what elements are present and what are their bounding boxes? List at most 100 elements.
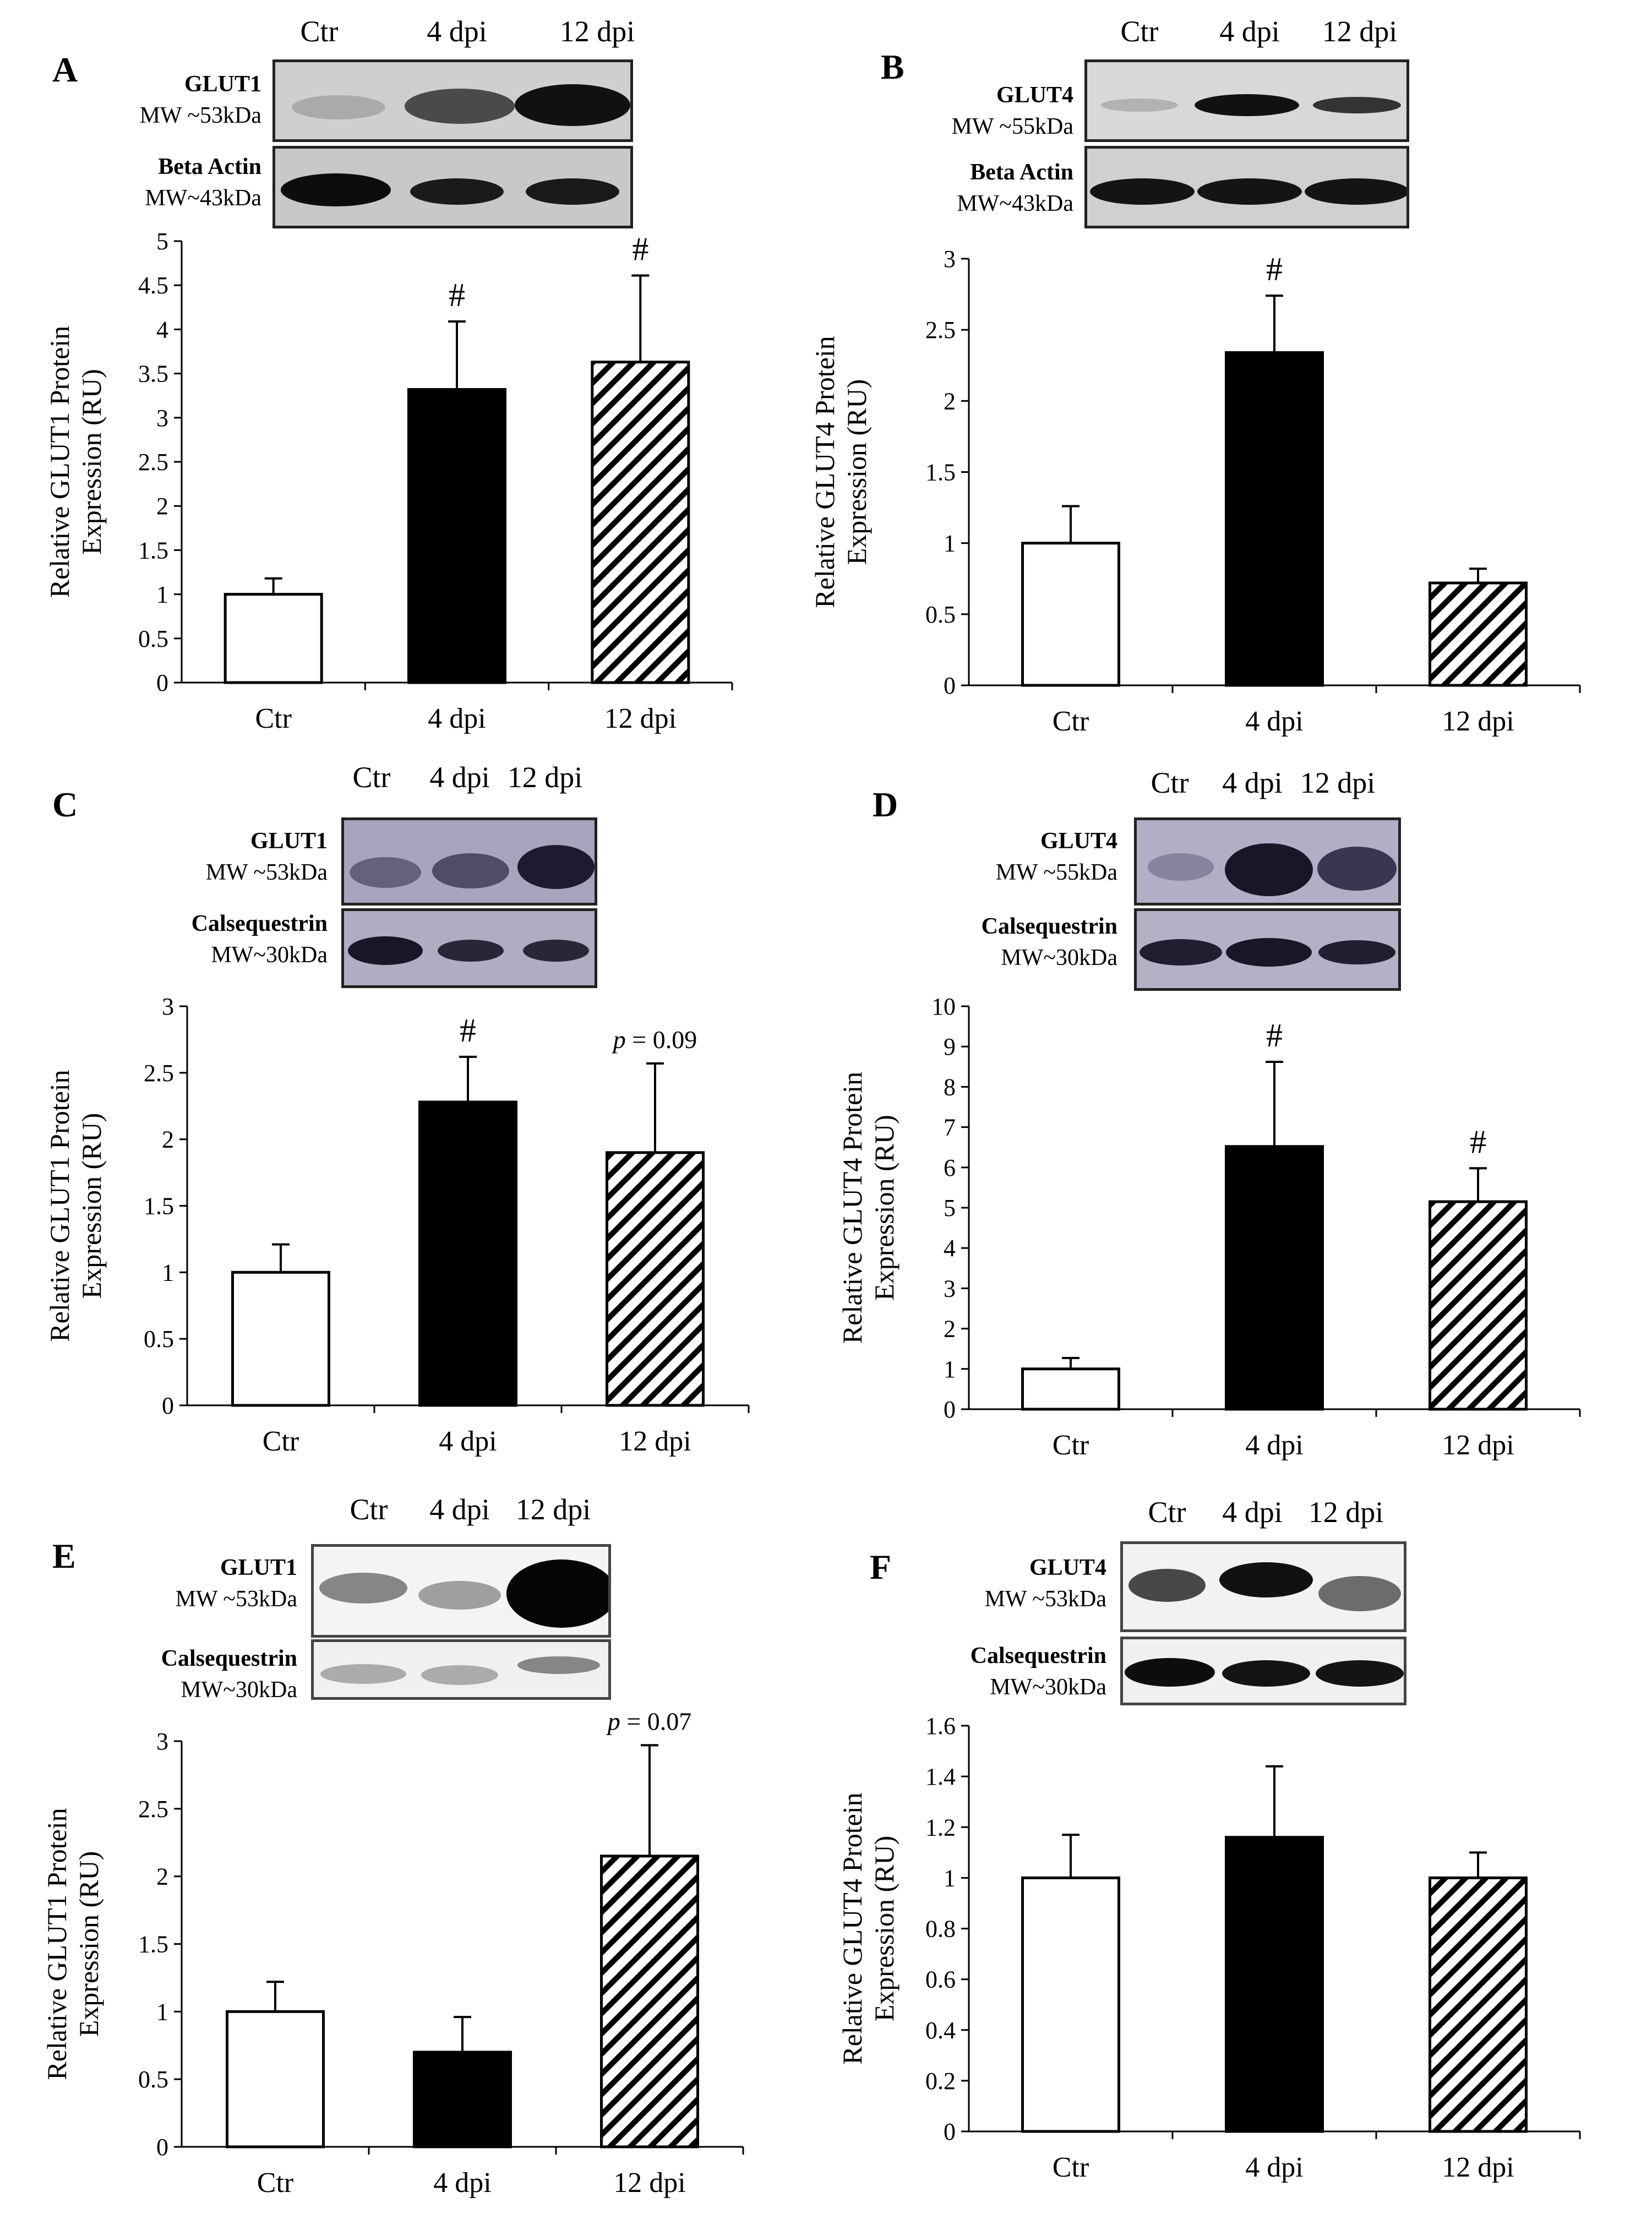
y-tick-label: 0	[944, 1396, 956, 1423]
protein-name: GLUT4	[1040, 828, 1117, 854]
y-tick-label: 0.8	[925, 1916, 956, 1943]
y-tick-label: 1	[944, 530, 956, 557]
y-axis-label: Relative GLUT1 Protein	[41, 1808, 72, 2080]
y-tick-label: 0.2	[925, 2068, 956, 2095]
y-tick-label: 4	[156, 316, 168, 343]
y-tick-label: 1	[944, 1864, 956, 1891]
y-tick-label: 2.5	[925, 317, 956, 343]
y-tick-label: 10	[931, 993, 956, 1020]
y-tick-label: 1	[944, 1356, 956, 1383]
y-tick-label: 1.5	[138, 1931, 168, 1958]
bar	[1429, 1876, 1528, 2133]
y-tick-label: 4	[944, 1235, 956, 1262]
blot-row-label: Calsequestrin MW~30kDa	[66, 1643, 297, 1705]
category-label: 4 dpi	[428, 703, 486, 734]
bar	[606, 1151, 705, 1407]
lane-label: 12 dpi	[559, 15, 635, 48]
y-tick-label: 5	[944, 1195, 956, 1221]
protein-name: Calsequestrin	[981, 914, 1117, 939]
y-axis-label: Expression (RU)	[869, 1115, 899, 1300]
lane-label: 12 dpi	[507, 761, 583, 794]
molecular-weight: MW~30kDa	[990, 1674, 1106, 1700]
y-axis-label: Relative GLUT4 Protein	[809, 336, 840, 608]
blot-image-glut4	[1134, 817, 1401, 906]
protein-name: Beta Actin	[158, 154, 261, 179]
y-tick-label: 0.5	[138, 2066, 168, 2093]
molecular-weight: MW~30kDa	[211, 942, 328, 968]
y-tick-label: 3.5	[138, 361, 168, 388]
bar	[1225, 351, 1324, 687]
y-tick-label: 5	[156, 228, 168, 255]
y-tick-label: 1.5	[925, 459, 956, 486]
category-label: 12 dpi	[613, 2167, 685, 2199]
category-label: 4 dpi	[439, 1426, 497, 1457]
y-axis-label: Expression (RU)	[73, 1851, 104, 2037]
y-tick-label: 3	[162, 993, 174, 1020]
bar	[407, 388, 506, 684]
y-tick-label: 0	[162, 1392, 174, 1419]
category-label: Ctr	[1053, 706, 1089, 737]
lane-label: Ctr	[1151, 766, 1189, 799]
blot-row-label: GLUT1 MW ~53kDa	[30, 69, 261, 131]
molecular-weight: MW ~53kDa	[175, 1586, 297, 1612]
y-axis-label: Relative GLUT4 Protein	[837, 1792, 868, 2064]
y-tick-label: 0	[156, 669, 168, 696]
bar	[1021, 1876, 1120, 2133]
y-tick-label: 3	[944, 1275, 956, 1302]
protein-name: Calsequestrin	[161, 1646, 297, 1671]
y-tick-label: 8	[944, 1073, 956, 1100]
y-tick-label: 2	[944, 1316, 956, 1343]
category-label: 4 dpi	[433, 2167, 491, 2199]
category-label: 4 dpi	[1245, 706, 1303, 737]
y-axis-label: Expression (RU)	[76, 1113, 107, 1299]
panel-label: B	[881, 47, 904, 86]
lane-label: 4 dpi	[429, 1493, 490, 1526]
category-label: 4 dpi	[1245, 1430, 1303, 1461]
bar	[418, 1100, 517, 1407]
y-tick-label: 3	[156, 1728, 168, 1755]
y-tick-label: 9	[944, 1033, 956, 1060]
molecular-weight: MW~30kDa	[181, 1677, 297, 1703]
bar	[591, 361, 690, 684]
protein-name: GLUT1	[220, 1555, 297, 1580]
bar	[226, 2010, 325, 2148]
molecular-weight: MW~43kDa	[145, 185, 261, 211]
lane-label: 12 dpi	[1322, 15, 1398, 48]
protein-name: Calsequestrin	[191, 911, 328, 936]
blot-row-label: Beta Actin MW~43kDa	[842, 157, 1073, 219]
lane-label: 4 dpi	[1222, 1496, 1283, 1529]
lane-label: 4 dpi	[427, 15, 487, 48]
blot-row-label: GLUT4 MW ~55kDa	[842, 80, 1073, 142]
molecular-weight: MW~30kDa	[1001, 945, 1117, 970]
category-label: 12 dpi	[1442, 1430, 1514, 1461]
lane-label: Ctr	[1120, 15, 1159, 48]
y-tick-label: 1.6	[925, 1713, 956, 1739]
blot-image-glut4	[1084, 59, 1409, 142]
lane-label: Ctr	[300, 15, 339, 48]
blot-image-glut1	[272, 59, 633, 142]
panel-label: D	[873, 785, 898, 824]
blot-image-calsequestrin	[311, 1639, 611, 1700]
y-tick-label: 1.5	[138, 537, 168, 564]
blot-image-beta-actin	[1084, 146, 1409, 228]
y-tick-label: 2	[944, 388, 956, 415]
bar	[1225, 1836, 1324, 2133]
y-tick-label: 1	[162, 1259, 174, 1286]
blot-row-label: Calsequestrin MW~30kDa	[886, 911, 1117, 973]
y-tick-label: 2.5	[144, 1060, 174, 1087]
y-tick-label: 0.5	[144, 1326, 174, 1353]
blot-image-beta-actin	[272, 146, 633, 228]
protein-name: Beta Actin	[970, 160, 1073, 185]
lane-label: Ctr	[1148, 1496, 1186, 1529]
blot-row-label: Beta Actin MW~43kDa	[30, 151, 261, 214]
blot-row-label: GLUT4 MW ~55kDa	[886, 826, 1117, 888]
blot-image-calsequestrin	[341, 908, 597, 988]
panel-label: C	[52, 785, 78, 824]
category-label: 12 dpi	[619, 1426, 691, 1457]
category-label: 12 dpi	[604, 703, 677, 734]
y-tick-label: 1.2	[925, 1814, 956, 1841]
y-tick-label: 0	[944, 672, 956, 699]
bar	[1021, 542, 1120, 687]
blot-image-glut1	[341, 817, 597, 906]
y-tick-label: 0.4	[925, 2017, 956, 2044]
